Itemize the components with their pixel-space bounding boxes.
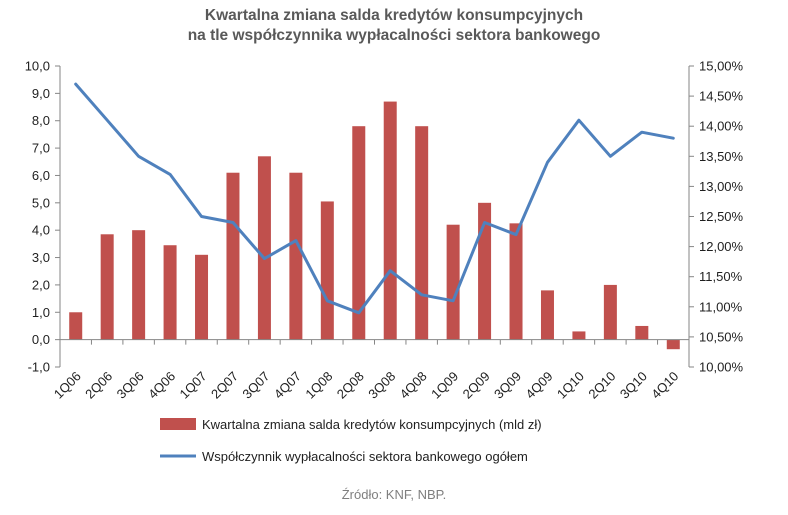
right-tick-label: 11,50% xyxy=(699,269,743,284)
left-tick-label: 7,0 xyxy=(32,141,50,156)
x-tick-label: 3Q07 xyxy=(239,369,272,402)
right-tick-label: 14,00% xyxy=(699,119,744,134)
left-tick-label: 4,0 xyxy=(32,223,50,238)
x-tick-label: 3Q08 xyxy=(365,369,398,402)
right-tick-label: 13,50% xyxy=(699,149,744,164)
x-tick-label: 2Q06 xyxy=(82,369,115,402)
right-tick-label: 10,00% xyxy=(699,360,744,375)
bar xyxy=(352,126,366,340)
bar xyxy=(446,224,460,340)
left-tick-label: 8,0 xyxy=(32,113,50,128)
left-tick-label: 6,0 xyxy=(32,168,50,183)
left-tick-label: 5,0 xyxy=(32,195,50,210)
right-tick-label: 15,00% xyxy=(699,59,744,74)
left-tick-label: 3,0 xyxy=(32,250,50,265)
bar xyxy=(635,325,649,340)
left-tick-label: 9,0 xyxy=(32,86,50,101)
legend-bar-swatch xyxy=(160,418,196,430)
bar xyxy=(132,230,146,340)
x-tick-label: 1Q07 xyxy=(177,369,210,402)
chart-title: Kwartalna zmiana salda kredytów konsumpc… xyxy=(0,6,788,46)
right-tick-label: 11,00% xyxy=(699,299,743,314)
x-tick-label: 3Q06 xyxy=(114,369,147,402)
bar xyxy=(163,245,177,340)
left-tick-label: 1,0 xyxy=(32,305,50,320)
legend-line-label: Współczynnik wypłacalności sektora banko… xyxy=(202,449,528,464)
x-tick-label: 4Q09 xyxy=(522,369,555,402)
x-tick-label: 4Q06 xyxy=(145,369,178,402)
bar xyxy=(257,156,271,340)
line-series xyxy=(74,82,675,315)
left-tick-label: 0,0 xyxy=(32,332,50,347)
axes xyxy=(55,65,694,368)
left-axis-ticks: -1,0 0,0 1,0 2,0 3,0 4,0 5,0 6,0 7,0 8,0 9,0 10,0 xyxy=(25,59,50,375)
bar xyxy=(540,290,554,340)
bar xyxy=(320,201,334,340)
legend: Kwartalna zmiana salda kredytów konsumpc… xyxy=(160,417,542,464)
bar xyxy=(509,223,523,340)
chart-title-line-1: Kwartalna zmiana salda kredytów konsumpc… xyxy=(204,7,584,24)
x-tick-label: 3Q10 xyxy=(617,369,650,402)
bar xyxy=(478,202,492,340)
x-tick-label: 2Q09 xyxy=(460,369,493,402)
x-tick-label: 4Q10 xyxy=(648,369,681,402)
x-axis-ticks: 1Q062Q063Q064Q061Q072Q073Q074Q071Q082Q08… xyxy=(51,369,682,402)
left-tick-label: 2,0 xyxy=(32,277,50,292)
bar xyxy=(226,172,240,340)
bar xyxy=(383,101,397,340)
bar xyxy=(100,234,114,340)
right-tick-label: 12,00% xyxy=(699,239,744,254)
right-tick-label: 10,50% xyxy=(699,329,744,344)
source-note: Źródło: KNF, NBP. xyxy=(341,487,447,502)
solvency-ratio-line xyxy=(74,82,675,315)
x-tick-label: 1Q10 xyxy=(554,369,587,402)
bar xyxy=(603,284,617,340)
legend-bar-label: Kwartalna zmiana salda kredytów konsumpc… xyxy=(202,417,542,432)
x-tick-label: 1Q06 xyxy=(51,369,84,402)
left-tick-label: 10,0 xyxy=(25,59,50,74)
bar xyxy=(69,312,83,340)
left-tick-label: -1,0 xyxy=(28,360,50,375)
x-tick-label: 2Q07 xyxy=(208,369,241,402)
right-tick-label: 13,00% xyxy=(699,179,744,194)
x-tick-label: 2Q10 xyxy=(585,369,618,402)
bar xyxy=(289,172,303,340)
x-tick-label: 3Q09 xyxy=(491,369,524,402)
bar xyxy=(666,339,680,350)
right-tick-label: 14,50% xyxy=(699,89,744,104)
x-tick-label: 4Q07 xyxy=(271,369,304,402)
right-tick-label: 12,50% xyxy=(699,209,744,224)
bar xyxy=(195,254,209,340)
bar xyxy=(572,331,586,340)
x-tick-label: 4Q08 xyxy=(397,369,430,402)
right-axis-ticks: 10,00% 10,50% 11,00% 11,50% 12,00% 12,50% 13,0… xyxy=(699,59,744,375)
x-tick-label: 1Q08 xyxy=(302,369,335,402)
chart-title-line-2: na tle współczynnika wypłacalności sekto… xyxy=(187,27,601,44)
x-tick-label: 1Q09 xyxy=(428,369,461,402)
bar-series xyxy=(69,101,680,350)
bar xyxy=(415,126,429,340)
x-tick-label: 2Q08 xyxy=(334,369,367,402)
